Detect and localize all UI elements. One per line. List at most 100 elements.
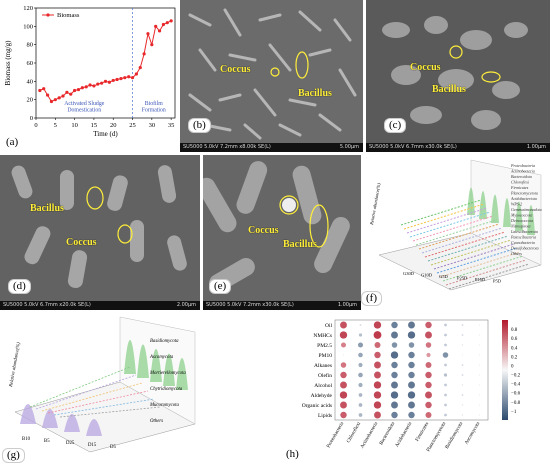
coccus-annotation: Coccus <box>66 237 97 248</box>
bacillus-annotation: Bacillus <box>298 88 332 99</box>
bacillus-annotation: Bacillus <box>30 203 64 214</box>
correlation-cell <box>425 391 432 399</box>
correlation-cell <box>444 343 447 347</box>
sem-settings: SU5000 5.0kV 6.7mm x20.0k SE(L) <box>3 302 91 308</box>
column-label: Acidobacteria <box>395 421 414 448</box>
sem-scale: 5.00μm <box>339 144 359 150</box>
data-point <box>165 21 169 25</box>
column-label: Firmicutes <box>415 421 430 442</box>
column-label: Actinobacteria <box>360 421 379 450</box>
data-point <box>96 82 100 86</box>
series-trace <box>47 390 149 414</box>
correlation-cell <box>358 382 363 388</box>
bacillus-annotation: Bacillus <box>432 84 466 95</box>
row-label: Olefin <box>318 372 332 379</box>
data-point <box>107 80 111 84</box>
abundance-peak <box>86 419 102 436</box>
colorbar-tick: −0.8 <box>511 401 521 406</box>
row-label: Alcohol <box>314 383 332 389</box>
data-point <box>142 52 146 56</box>
row-label: NMHCs <box>313 333 332 339</box>
panel-h-label: (h) <box>282 448 303 461</box>
sem-settings: SU5000 5.0kV 7.2mm x8.00k SE(L) <box>183 144 271 150</box>
y-tick-label: 60 <box>27 60 34 67</box>
correlation-cell <box>339 331 348 339</box>
bacteria-abundance-3d: ProteobacteriaActinobacteriaBacteroidota… <box>369 159 542 291</box>
x-tick-label: 35 <box>168 122 175 129</box>
category-label: P5D <box>493 279 502 284</box>
correlation-cell <box>358 403 363 407</box>
correlation-cell <box>340 401 347 409</box>
bacillus-annotation: Bacillus <box>283 239 317 250</box>
correlation-cell <box>478 414 481 416</box>
data-point <box>73 88 77 93</box>
series-label: Deinococcota <box>510 218 533 223</box>
data-point <box>134 72 138 76</box>
correlation-cell <box>358 362 363 368</box>
panel-g-label: (g) <box>2 448 25 463</box>
correlation-cell <box>339 391 348 399</box>
column-label: Basidiomycota <box>445 421 465 450</box>
colorbar-tick: 0.8 <box>511 328 518 333</box>
correlation-cell <box>461 364 464 366</box>
data-point <box>80 86 84 90</box>
category-label: P15D <box>475 277 486 282</box>
correlation-cell <box>425 371 432 379</box>
correlation-cell <box>391 411 398 419</box>
correlation-cell <box>426 352 431 358</box>
panel-a-label: (a) <box>2 136 23 149</box>
correlation-cell <box>390 351 399 359</box>
correlation-cell <box>373 321 382 329</box>
data-point <box>49 99 54 104</box>
correlation-cell <box>478 344 481 346</box>
correlation-cell <box>444 393 447 397</box>
x-tick-label: 15 <box>91 122 98 129</box>
correlation-cell <box>391 381 398 389</box>
column-label: Chloroflexi <box>346 421 362 444</box>
y-tick-label: 20 <box>27 97 34 104</box>
series-label: Cyanobacteria <box>511 240 535 245</box>
y-tick-label: 40 <box>27 78 34 85</box>
panel-d-sem-image: Bacillus Coccus (d) SU5000 5.0kV 6.7mm x… <box>0 155 200 310</box>
data-point <box>130 76 135 80</box>
correlation-cell <box>408 401 415 409</box>
sem-settings: SU5000 5.0kV 7.2mm x30.0k SE(L) <box>206 302 294 308</box>
correlation-cell <box>340 362 347 368</box>
correlation-cell <box>374 351 381 359</box>
correlation-cell <box>391 342 398 348</box>
abundance-peak <box>163 353 175 386</box>
z-axis-label: Relative abundance(%) <box>9 342 22 389</box>
sem-scale: 1.00μm <box>526 144 546 150</box>
legend-label: Biomass <box>57 12 80 19</box>
y-axis-label: Biomass (mg/g) <box>4 40 12 86</box>
biomass-line-chart: 0 5 10 15 20 25 30 35 0 20 40 60 80 100 120 Time (d) Bio… <box>4 5 176 138</box>
correlation-cell <box>444 383 447 387</box>
series-label: Nitrospirota <box>510 224 531 229</box>
colorbar-tick: 0.6 <box>511 337 518 342</box>
series-label: Ascomycota <box>149 355 174 360</box>
sem-texture-b <box>180 0 363 143</box>
series-label: Others <box>150 419 163 424</box>
correlation-cell <box>461 404 464 406</box>
row-label: PM2.5 <box>317 343 332 349</box>
sem-settings: SU5000 5.0kV 6.7mm x30.0k SE(L) <box>369 144 457 150</box>
panel-c-sem-image: Coccus Bacillus (c) SU5000 5.0kV 6.7mm x… <box>366 0 550 152</box>
series-label: Desulfobacterota <box>510 246 539 251</box>
correlation-cell <box>357 342 364 348</box>
panel-b-sem-image: Coccus Bacillus (b) SU5000 5.0kV 7.2mm x… <box>180 0 363 152</box>
x-tick-label: 20 <box>110 122 117 129</box>
correlation-cell <box>408 361 415 369</box>
coccus-annotation: Coccus <box>220 64 251 75</box>
correlation-cell <box>373 331 382 339</box>
correlation-cell <box>342 354 345 356</box>
correlation-cell <box>425 362 432 368</box>
correlation-cell <box>359 324 362 326</box>
data-point <box>127 75 131 79</box>
abundance-peak <box>42 409 58 428</box>
correlation-cell <box>461 324 464 326</box>
category-label: P25D <box>457 276 468 281</box>
data-point <box>76 87 81 92</box>
panel-f-label: (f) <box>361 291 382 306</box>
panel-h-heatmap: Oil NMHCs PM2.5 PM10 Alkanes Olefin Alcohol Ald… <box>280 312 550 465</box>
data-point <box>92 84 96 88</box>
